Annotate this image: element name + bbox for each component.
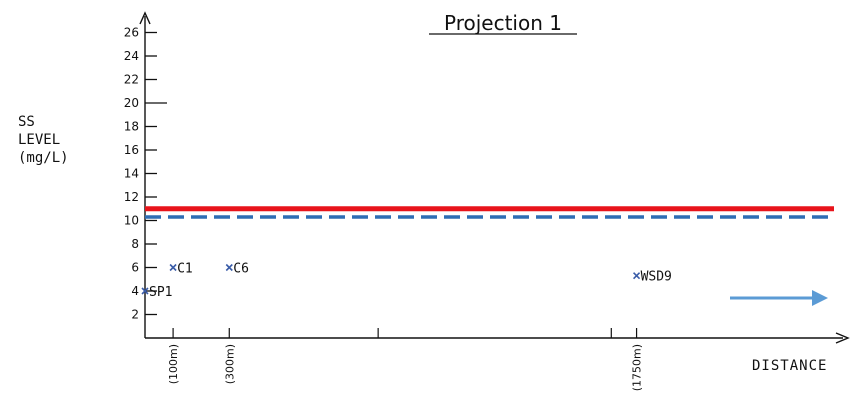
chart-title: Projection 1 (444, 11, 562, 35)
y-axis-arrowhead (139, 11, 151, 25)
y-tick-label-22: 22 (124, 73, 139, 87)
data-point-label-c6: C6 (233, 262, 249, 277)
data-point-sp1: SP1 (141, 285, 172, 300)
reference-lines (145, 206, 834, 219)
data-point-marker-c6-b (225, 263, 233, 272)
direction-arrow (730, 290, 828, 306)
data-point-label-wsd9: WSD9 (641, 270, 672, 285)
y-axis-label-line-2: LEVEL (18, 132, 60, 148)
data-point-marker-c1-b (169, 263, 177, 272)
axes (139, 11, 850, 344)
data-points: SP1 C1 C6 WSD9 (141, 262, 672, 300)
data-point-marker-sp1-b (141, 287, 149, 295)
data-point-label-c1: C1 (177, 262, 193, 277)
y-axis-label-line-3: (mg/L) (18, 150, 69, 166)
x-axis-arrowhead (835, 332, 850, 344)
data-point-label-sp1: SP1 (149, 285, 172, 300)
y-tick-label-6: 6 (131, 261, 139, 275)
y-axis-label: SS LEVEL (mg/L) (18, 114, 69, 166)
data-point-marker-wsd9-b (633, 272, 641, 280)
y-tick-label-16: 16 (124, 143, 139, 157)
data-point-wsd9: WSD9 (633, 270, 672, 285)
y-axis-label-line-1: SS (18, 114, 35, 130)
y-tick-label-18: 18 (124, 120, 139, 134)
y-tick-label-10: 10 (124, 214, 139, 228)
x-marker-label-1750: (1750m) (631, 344, 644, 391)
data-point-c6: C6 (225, 262, 249, 277)
y-tick-label-12: 12 (124, 190, 139, 204)
y-tick-label-26: 26 (124, 26, 139, 40)
y-tick-label-2: 2 (131, 308, 139, 322)
x-marker-label-100: (100m) (167, 344, 180, 384)
y-tick-label-24: 24 (124, 49, 139, 63)
x-distance-markers: (100m) (300m) (1750m) (167, 328, 644, 391)
y-tick-label-4: 4 (131, 284, 139, 298)
y-tick-label-20: 20 (124, 96, 139, 110)
x-axis-label: DISTANCE (752, 358, 827, 374)
data-point-c1: C1 (169, 262, 193, 277)
y-tick-label-14: 14 (124, 167, 139, 181)
x-marker-label-300: (300m) (223, 344, 236, 384)
y-tick-label-8: 8 (131, 237, 139, 251)
direction-arrow-head (812, 290, 828, 306)
